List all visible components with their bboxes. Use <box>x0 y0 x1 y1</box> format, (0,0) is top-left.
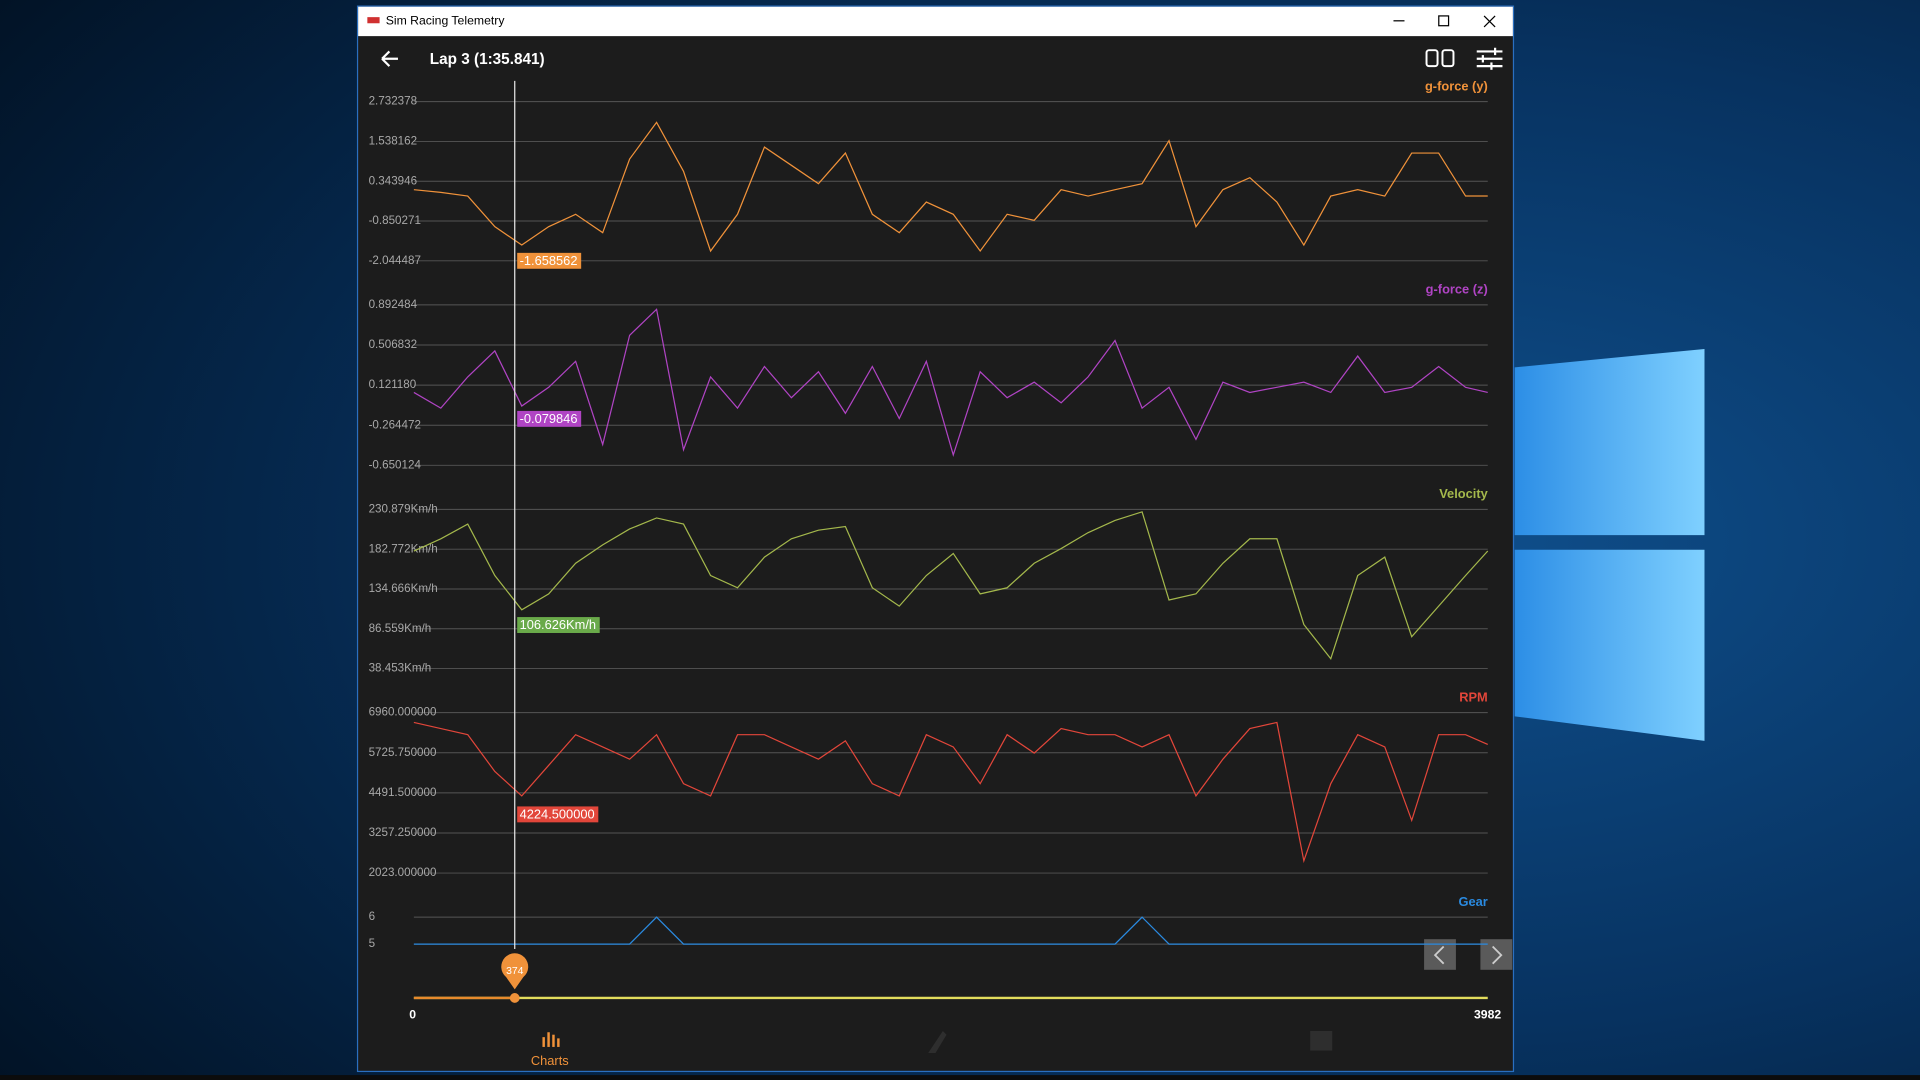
slider-thumb <box>509 993 520 1003</box>
y-tick-label: -0.650124 <box>369 458 422 471</box>
prev-icon <box>1433 945 1445 965</box>
y-tick-label: 5 <box>369 937 375 950</box>
cursor-value: -1.658562 <box>520 253 578 268</box>
back-button[interactable] <box>381 50 398 67</box>
data-line <box>413 721 1489 864</box>
tab-icon[interactable] <box>928 1031 947 1054</box>
y-tick-label: 230.879Km/h <box>369 502 438 515</box>
tab-label[interactable]: Charts <box>531 1053 569 1068</box>
compare-button[interactable] <box>1425 49 1455 68</box>
chart-title: g-force (y) <box>1425 78 1488 93</box>
taskbar <box>0 1075 1920 1080</box>
y-tick-label: 6 <box>369 910 375 923</box>
chart-title: RPM <box>1459 689 1488 704</box>
y-tick-label: 1.538162 <box>369 135 418 148</box>
slider-min: 0 <box>409 1007 416 1021</box>
cursor-value: 106.626Km/h <box>520 617 596 632</box>
y-tick-label: -0.264472 <box>369 418 421 431</box>
y-tick-label: 0.892484 <box>369 298 418 311</box>
close[interactable] <box>1483 15 1496 28</box>
cursor-value: -0.079846 <box>520 411 578 426</box>
y-tick-label: 3257.250000 <box>369 826 437 839</box>
cursor-value-box <box>517 410 582 427</box>
cursor-label: -1.658562 <box>517 252 582 269</box>
y-tick-label: 2023.000000 <box>369 866 437 879</box>
y-tick-label: 6960.000000 <box>369 706 437 719</box>
y-tick-label: -0.850271 <box>369 214 421 227</box>
cursor-value-box <box>517 806 599 823</box>
cursor-value-box <box>517 252 582 269</box>
y-tick-label: 0.121180 <box>369 378 417 391</box>
chart-title: Gear <box>1458 894 1487 909</box>
y-tick-label: 0.506832 <box>369 338 418 351</box>
cursor-label: 4224.500000 <box>517 806 599 823</box>
y-tick-label: 86.559Km/h <box>369 622 432 635</box>
maximize[interactable] <box>1438 15 1450 27</box>
settings-button[interactable] <box>1476 47 1503 70</box>
chart-title: g-force (z) <box>1426 282 1488 297</box>
title-bar <box>358 6 1513 37</box>
logo-pane <box>1514 348 1705 536</box>
data-line <box>413 308 1488 457</box>
window <box>356 5 1515 1073</box>
cursor-label: -0.079846 <box>517 410 582 427</box>
data-line <box>413 511 1489 661</box>
y-tick-label: 2.732378 <box>369 95 418 108</box>
window-title: Sim Racing Telemetry <box>386 14 506 28</box>
slider-value: 374 <box>506 966 524 977</box>
y-tick-label: 134.666Km/h <box>369 582 438 595</box>
charts-tab-icon <box>542 1032 560 1047</box>
slider-pin <box>501 953 529 990</box>
slider-max: 3982 <box>1474 1007 1501 1021</box>
y-tick-label: -2.044487 <box>369 254 421 267</box>
lap-title: Lap 3 (1:35.841) <box>430 51 545 68</box>
cursor-value: 4224.500000 <box>520 806 595 821</box>
app-icon <box>367 17 380 24</box>
y-tick-label: 0.343946 <box>369 174 418 187</box>
cursor-label: 106.626Km/h <box>517 617 600 633</box>
next-icon <box>1492 945 1503 965</box>
y-tick-label: 5725.750000 <box>369 746 437 759</box>
logo-pane <box>1514 549 1705 741</box>
y-tick-label: 38.453Km/h <box>369 662 432 675</box>
y-tick-label: 4491.500000 <box>369 786 437 799</box>
chart-title: Velocity <box>1439 486 1488 501</box>
data-line <box>413 121 1488 253</box>
tab-icon[interactable] <box>1310 1031 1333 1051</box>
cursor-value-box <box>517 617 600 633</box>
data-line <box>413 916 1488 945</box>
y-tick-label: 182.772Km/h <box>369 542 438 555</box>
